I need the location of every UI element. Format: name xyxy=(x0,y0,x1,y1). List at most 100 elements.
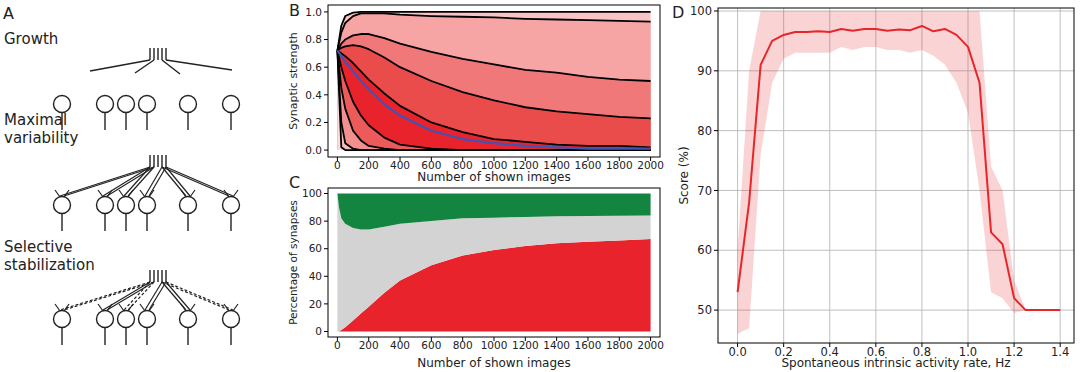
grid-line xyxy=(718,250,1074,251)
dendrite xyxy=(233,304,238,311)
stacked-area xyxy=(337,194,650,332)
y-tick xyxy=(714,10,718,11)
y-tick xyxy=(714,130,718,131)
axon-bundle xyxy=(165,270,166,282)
chart: D0.00.20.40.60.81.01.21.45060708090100Sp… xyxy=(672,3,1074,370)
series-line xyxy=(738,26,1061,310)
dendrite xyxy=(140,304,145,311)
stage-label: Growth xyxy=(4,30,58,48)
neuron-axon xyxy=(125,328,126,346)
synapse xyxy=(162,167,229,196)
neuron xyxy=(54,96,71,113)
dendrite xyxy=(233,190,238,197)
series-line xyxy=(337,51,650,148)
neuron-axon xyxy=(187,328,188,346)
dendrite xyxy=(190,190,195,197)
y-tick xyxy=(324,67,328,68)
text-line: variability xyxy=(4,129,79,147)
dendrite xyxy=(98,190,103,197)
series-line xyxy=(337,45,650,118)
axon-bundle xyxy=(161,270,162,282)
x-tick-label: 2000 xyxy=(637,159,664,171)
area-fill xyxy=(337,13,650,150)
axes-frame xyxy=(718,8,1074,343)
error-band xyxy=(738,11,1061,334)
y-tick xyxy=(324,221,328,222)
stage-label: Selectivestabilization xyxy=(4,238,95,274)
axon-bundle xyxy=(157,155,158,167)
neuron xyxy=(97,96,114,113)
dendrite xyxy=(55,304,60,311)
axon-bundle xyxy=(153,270,154,282)
neuron xyxy=(139,96,156,113)
neuron xyxy=(180,96,197,113)
neuron-axon xyxy=(230,214,231,232)
synapse xyxy=(145,167,162,196)
pruned-synapse xyxy=(60,282,150,310)
synapse xyxy=(103,167,150,196)
neuron xyxy=(180,311,197,328)
synapse xyxy=(103,282,150,310)
grid-line xyxy=(829,8,830,343)
series-line xyxy=(337,51,650,149)
synapse xyxy=(60,167,150,196)
neuron xyxy=(54,311,71,328)
panel-label: B xyxy=(289,1,300,20)
pruned-synapse xyxy=(162,282,229,310)
synapse xyxy=(128,167,154,196)
axon-bundle xyxy=(153,48,154,60)
panel-label: D xyxy=(672,3,684,22)
pruned-synapse xyxy=(64,282,154,310)
neuron xyxy=(139,311,156,328)
neuron xyxy=(139,197,156,214)
growing-axon xyxy=(166,60,232,70)
grid-line xyxy=(921,8,922,343)
y-tick xyxy=(324,276,328,277)
neuron xyxy=(118,96,135,113)
neuron xyxy=(180,197,197,214)
y-tick xyxy=(324,11,328,12)
y-tick-label: 1.0 xyxy=(305,6,322,18)
synapse xyxy=(162,167,186,196)
neuron xyxy=(223,96,240,113)
neuron-axon xyxy=(104,113,105,131)
neuron-axon xyxy=(104,328,105,346)
y-tick xyxy=(714,70,718,71)
series-line xyxy=(337,51,650,150)
axon-bundle xyxy=(149,155,150,167)
y-tick xyxy=(324,303,328,304)
x-tick-label: 0 xyxy=(334,339,341,351)
axon-bundle xyxy=(165,155,166,167)
neuron-axon xyxy=(187,113,188,131)
neuron-axon xyxy=(125,113,126,131)
grid-line xyxy=(718,130,1074,131)
neuron-axon xyxy=(125,214,126,232)
neuron xyxy=(118,197,135,214)
x-axis-label: Number of shown images xyxy=(417,356,570,370)
dendrite xyxy=(119,304,124,311)
x-tick-label: 400 xyxy=(390,159,410,171)
y-tick-label: 0.6 xyxy=(305,61,322,73)
y-tick xyxy=(714,310,718,311)
y-tick-label: 0.8 xyxy=(305,33,322,45)
growing-axon xyxy=(135,60,154,73)
axon-bundle xyxy=(157,270,158,282)
synapse xyxy=(162,282,186,310)
x-tick-label: 1600 xyxy=(575,339,602,351)
plot-area xyxy=(738,11,1061,334)
y-axis-label: Score (%) xyxy=(677,146,691,204)
neuron-axon xyxy=(146,328,147,346)
neuron xyxy=(97,311,114,328)
panel-label: C xyxy=(289,173,300,192)
area-fill xyxy=(337,45,650,150)
grid-line xyxy=(1060,8,1061,343)
axes-frame xyxy=(328,5,660,157)
x-tick-label: 2000 xyxy=(637,339,664,351)
y-tick xyxy=(324,150,328,151)
x-tick-label: 1800 xyxy=(606,159,633,171)
neuron xyxy=(223,197,240,214)
neuron-axon xyxy=(61,328,62,346)
y-tick-label: 60 xyxy=(697,243,712,257)
synapse xyxy=(166,167,233,196)
y-tick-label: 90 xyxy=(697,64,712,78)
